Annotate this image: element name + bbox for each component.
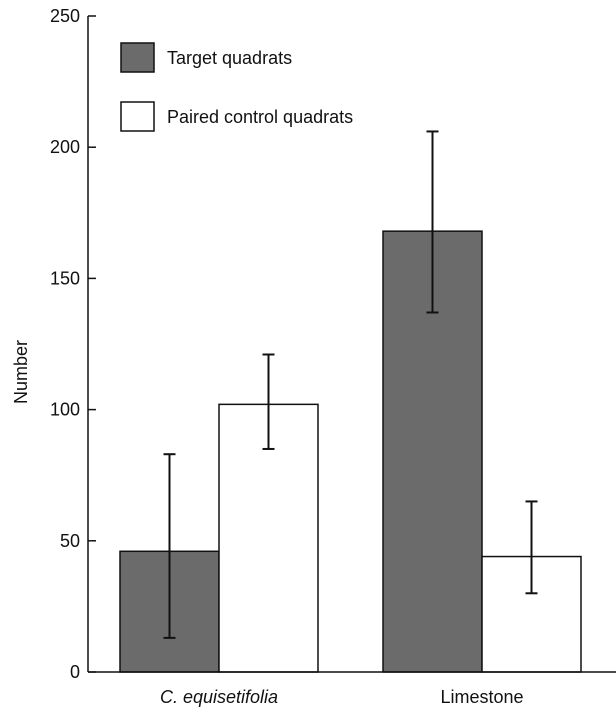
bars-layer [119,230,582,673]
error-bar-target-1 [426,130,439,314]
legend-swatch [120,42,155,73]
legend-swatch [120,101,155,132]
y-axis-label: Number [11,340,31,404]
legend-label: Target quadrats [167,48,292,68]
axes-layer: 0 50 100 150 200 250 C. equisetifolia Limestone [50,6,616,707]
y-tick-label: 0 [70,662,80,682]
y-tick-label: 50 [60,531,80,551]
x-category-label: Limestone [440,687,523,707]
y-tick-label: 200 [50,137,80,157]
legend-label: Paired control quadrats [167,107,353,127]
y-tick-label: 250 [50,6,80,26]
error-bars-layer [163,130,538,639]
error-bar-control-1 [525,500,538,595]
legend-item-target: Target quadrats [120,42,292,73]
y-tick-label: 150 [50,268,80,288]
error-bar-target-0 [163,453,176,639]
legend: Target quadrats Paired control quadrats [120,42,353,132]
legend-item-control: Paired control quadrats [120,101,353,132]
y-tick-label: 100 [50,400,80,420]
x-category-label: C. equisetifolia [160,687,278,707]
error-bar-control-0 [262,353,275,450]
